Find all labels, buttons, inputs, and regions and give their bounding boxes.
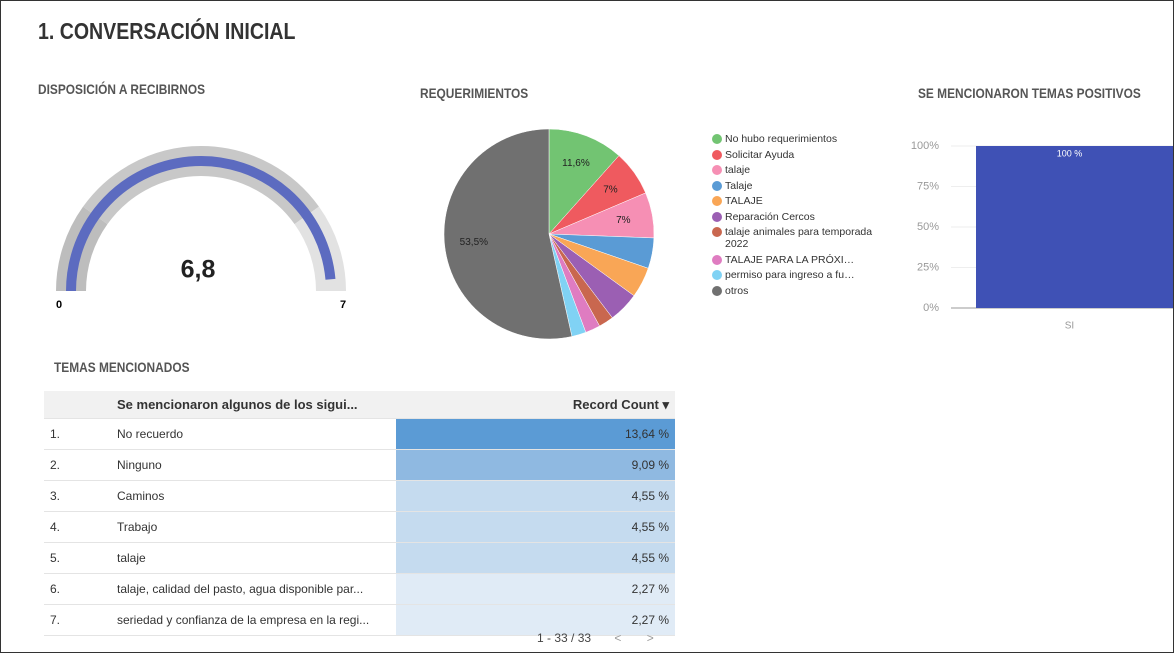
header-cell bbox=[44, 391, 111, 419]
table-cell: 3. bbox=[44, 480, 111, 512]
legend-item: talaje bbox=[712, 164, 877, 176]
slice-label: 7% bbox=[603, 185, 618, 196]
table-row: 3. Caminos 4,55 % bbox=[44, 480, 675, 512]
y-tick-label: 50% bbox=[917, 221, 939, 233]
legend-item: talaje animales para temporada 2022 bbox=[712, 226, 877, 250]
legend-label: permiso para ingreso a fu… bbox=[725, 269, 855, 281]
next-page[interactable]: > bbox=[646, 631, 654, 645]
table: Se mencionaron algunos de los sigui... R… bbox=[44, 391, 675, 636]
legend-swatch bbox=[712, 149, 722, 160]
y-tick-label: 100% bbox=[911, 140, 939, 152]
legend-item: Solicitar Ayuda bbox=[712, 149, 877, 161]
pie-slice bbox=[443, 128, 573, 340]
table-cell: 6. bbox=[44, 573, 111, 605]
header-cell[interactable]: Record Count ▾ bbox=[396, 391, 675, 419]
table-cell: Caminos bbox=[111, 480, 396, 512]
table-cell: 7. bbox=[44, 604, 111, 636]
pie-slice bbox=[548, 128, 620, 235]
legend-item: TALAJE bbox=[712, 195, 877, 207]
table-cell: 4. bbox=[44, 511, 111, 543]
table-cell: 4,55 % bbox=[396, 511, 675, 543]
slice-label: 11,6% bbox=[562, 158, 590, 169]
x-tick-label: SI bbox=[1065, 321, 1074, 332]
legend-label: No hubo requerimientos bbox=[725, 133, 838, 145]
y-tick-label: 25% bbox=[917, 261, 939, 273]
legend-label: Solicitar Ayuda bbox=[725, 148, 795, 161]
legend-item: Talaje bbox=[712, 180, 877, 192]
slice-label: 53,5% bbox=[460, 237, 488, 248]
table-cell: talaje bbox=[111, 542, 396, 574]
gauge-bar bbox=[66, 156, 336, 292]
table-cell: 4,55 % bbox=[396, 542, 675, 574]
gauge-title: DISPOSICIÓN A RECIBIRNOS bbox=[38, 81, 206, 97]
legend-swatch bbox=[712, 196, 722, 206]
table-cell: seriedad y confianza de la empresa en la… bbox=[111, 604, 396, 636]
legend-item: Reparación Cercos bbox=[712, 211, 877, 223]
legend-swatch bbox=[712, 180, 722, 191]
table-row: 5. talaje 4,55 % bbox=[44, 542, 675, 574]
gauge-max: 7 bbox=[340, 299, 346, 311]
table-cell: 5. bbox=[44, 542, 111, 574]
table-cell: 4,55 % bbox=[396, 480, 675, 512]
legend-swatch bbox=[712, 227, 722, 237]
legend: No hubo requerimientos Solicitar Ayuda tal… bbox=[712, 133, 877, 300]
header-cell: Se mencionaron algunos de los sigui... bbox=[111, 391, 396, 419]
pie-title: REQUERIMIENTOS bbox=[420, 85, 529, 101]
legend-item: otros bbox=[712, 285, 877, 297]
table-cell: 2. bbox=[44, 449, 111, 481]
legend-item: No hubo requerimientos bbox=[712, 133, 877, 145]
legend-swatch bbox=[712, 285, 722, 296]
y-tick-label: 0% bbox=[923, 302, 939, 314]
legend-swatch bbox=[712, 254, 722, 265]
table-row: 6. talaje, calidad del pasto, agua dispon… bbox=[44, 573, 675, 605]
table-cell: 9,09 % bbox=[396, 449, 675, 481]
legend-item: TALAJE PARA LA PRÓXI… bbox=[712, 254, 877, 266]
table-row: 4. Trabajo 4,55 % bbox=[44, 511, 675, 543]
table-cell: talaje, calidad del pasto, agua disponib… bbox=[111, 573, 396, 605]
table-row: 2. Ninguno 9,09 % bbox=[44, 449, 675, 481]
gauge-value: 6,8 bbox=[181, 256, 216, 284]
table-cell: 2,27 % bbox=[396, 604, 675, 636]
table-cell: Ninguno bbox=[111, 449, 396, 481]
legend-label: TALAJE bbox=[725, 195, 763, 207]
table-cell: No recuerdo bbox=[111, 418, 396, 450]
legend-label: Talaje bbox=[725, 179, 753, 192]
slice-label: 7% bbox=[616, 215, 631, 226]
table-row: 7. seriedad y confianza de la empresa en … bbox=[44, 604, 675, 636]
table-row: 1. No recuerdo 13,64 % bbox=[44, 418, 675, 450]
legend-swatch bbox=[712, 134, 722, 144]
y-tick-label: 75% bbox=[917, 180, 939, 192]
table-cell: 1. bbox=[44, 418, 111, 450]
bar-title: SE MENCIONARON TEMAS POSITIVOS bbox=[918, 85, 1141, 101]
page-title: 1. CONVERSACIÓN INICIAL bbox=[38, 18, 296, 44]
legend-label: TALAJE PARA LA PRÓXI… bbox=[725, 253, 855, 266]
legend-swatch bbox=[712, 270, 722, 280]
page-count: 1 - 33 / 33 bbox=[537, 631, 592, 645]
table-cell: Trabajo bbox=[111, 511, 396, 543]
table-cell: 2,27 % bbox=[396, 573, 675, 605]
header-text: Record Count bbox=[572, 396, 659, 412]
table-cell: 13,64 % bbox=[396, 418, 675, 450]
legend-swatch bbox=[712, 165, 722, 175]
pagination: 1 - 33 / 33 < > bbox=[537, 631, 654, 645]
legend-label: Reparación Cercos bbox=[725, 210, 815, 223]
gauge-min: 0 bbox=[56, 299, 62, 311]
legend-label: otros bbox=[725, 284, 749, 297]
legend-swatch bbox=[712, 211, 722, 222]
prev-page[interactable]: < bbox=[614, 631, 622, 645]
bar-label: 100 % bbox=[1057, 148, 1083, 158]
bar bbox=[976, 146, 1173, 308]
legend-label: talaje animales para temporada 2022 bbox=[725, 226, 873, 250]
legend-item: permiso para ingreso a fu… bbox=[712, 269, 877, 281]
legend-label: talaje bbox=[725, 164, 751, 176]
table-title: TEMAS MENCIONADOS bbox=[54, 359, 190, 375]
